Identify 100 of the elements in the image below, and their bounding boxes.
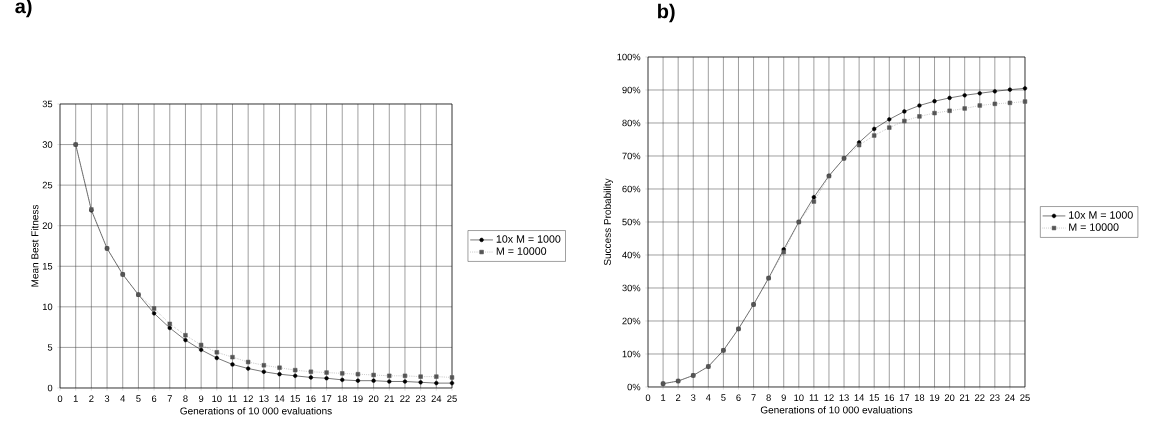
point: [230, 355, 235, 360]
point: [371, 378, 376, 383]
x-tick-label: 14: [854, 394, 865, 401]
point: [340, 371, 345, 376]
y-tick-label: 35: [42, 100, 53, 108]
y-tick-label: 30%: [622, 284, 641, 292]
x-tick-label: 4: [120, 395, 126, 402]
legend-label: M = 10000: [1069, 223, 1119, 231]
x-tick-label: 22: [400, 395, 410, 402]
point: [449, 375, 455, 380]
point: [340, 377, 345, 383]
x-tick-label: 18: [337, 395, 348, 402]
x-tick-label: 12: [243, 395, 253, 402]
x-tick-label: 4: [705, 394, 711, 401]
point: [183, 333, 188, 338]
x-tick-label: 3: [691, 394, 696, 401]
x-tick-label: 17: [322, 395, 332, 402]
point: [214, 350, 219, 355]
x-tick-label: 16: [884, 394, 895, 401]
x-tick-label: 15: [869, 394, 879, 401]
x-tick-label: 25: [447, 395, 457, 402]
y-axis-title: Mean Best Fitness: [31, 204, 39, 287]
x-tick-label: 23: [415, 395, 426, 402]
point: [811, 195, 817, 200]
x-tick-label: 1: [73, 395, 78, 402]
x-tick-label: 16: [306, 395, 316, 402]
point: [151, 306, 157, 311]
y-tick-label: 30: [42, 141, 53, 148]
x-axis-title: Generations of 10 000 evaluations: [760, 406, 913, 414]
x-tick-label: 6: [151, 395, 157, 402]
point: [418, 380, 423, 385]
legend-label: M = 10000: [496, 247, 547, 255]
legend-label: 10x M = 1000: [496, 235, 561, 243]
point: [947, 108, 952, 113]
x-tick-label: 12: [824, 394, 834, 401]
point: [293, 368, 298, 373]
point: [277, 372, 282, 377]
x-tick-label: 0: [57, 395, 63, 402]
point: [198, 347, 204, 352]
y-tick-label: 90%: [622, 86, 641, 94]
x-tick-label: 1: [661, 394, 666, 401]
y-tick-label: 100%: [617, 53, 641, 61]
point: [1007, 100, 1013, 105]
x-tick-label: 11: [809, 394, 819, 401]
point: [355, 378, 361, 383]
point: [230, 362, 235, 367]
point: [917, 114, 922, 119]
x-tick-label: 2: [676, 394, 681, 401]
x-tick-label: 20: [368, 395, 379, 402]
x-tick-label: 24: [1005, 394, 1015, 401]
point: [1022, 99, 1028, 104]
y-tick-label: 80%: [622, 119, 641, 127]
x-tick-label: 15: [290, 395, 300, 402]
point: [151, 311, 157, 316]
x-tick-label: 5: [136, 395, 141, 402]
point: [434, 380, 439, 386]
x-tick-label: 25: [1020, 394, 1030, 401]
y-tick-label: 40%: [622, 251, 641, 259]
point: [308, 375, 314, 380]
x-tick-label: 3: [104, 395, 110, 402]
point: [872, 133, 877, 138]
x-tick-label: 18: [914, 394, 925, 401]
point: [293, 373, 298, 378]
x-tick-label: 8: [183, 395, 188, 402]
y-tick-label: 10%: [622, 350, 641, 358]
point: [387, 379, 392, 384]
x-tick-label: 13: [839, 394, 849, 401]
point: [962, 93, 967, 98]
legend-label: 10x M = 1000: [1069, 211, 1133, 219]
x-tick-label: 19: [353, 395, 363, 402]
x-tick-label: 2: [89, 395, 94, 402]
x-tick-label: 7: [167, 395, 172, 402]
x-tick-label: 0: [645, 394, 651, 401]
y-tick-label: 70%: [622, 152, 641, 160]
point: [246, 366, 251, 371]
x-tick-label: 20: [944, 394, 955, 401]
point: [977, 91, 982, 96]
point: [246, 359, 251, 365]
x-tick-label: 8: [766, 394, 771, 401]
point: [324, 376, 329, 381]
point: [355, 372, 361, 377]
x-axis-title: Generations of 10 000 evaluations: [180, 407, 332, 415]
y-tick-label: 0: [47, 384, 53, 392]
x-tick-label: 9: [198, 395, 204, 402]
x-tick-label: 23: [990, 394, 1000, 401]
x-tick-label: 21: [384, 395, 395, 402]
point: [198, 342, 204, 348]
x-tick-label: 5: [721, 394, 726, 401]
point: [887, 125, 892, 130]
y-tick-label: 20%: [622, 317, 641, 325]
x-tick-label: 21: [959, 394, 970, 401]
x-tick-label: 11: [228, 395, 237, 402]
point: [947, 95, 952, 101]
point: [872, 126, 877, 132]
y-tick-label: 25: [42, 181, 53, 189]
point: [261, 363, 266, 368]
point: [932, 110, 937, 116]
point: [992, 101, 997, 106]
x-tick-label: 13: [259, 395, 269, 402]
point: [977, 103, 982, 108]
